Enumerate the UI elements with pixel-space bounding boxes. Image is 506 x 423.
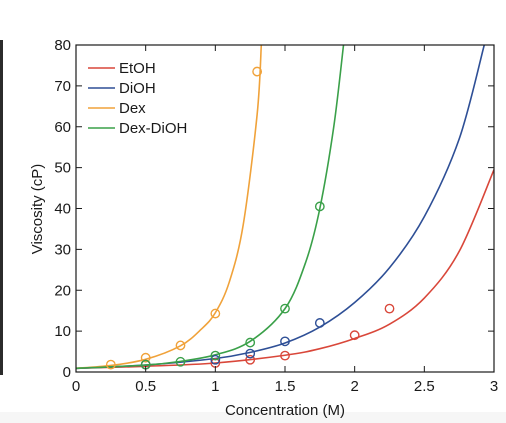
y-tick-label: 30 (54, 241, 71, 258)
data-point-dioh (245, 348, 256, 359)
legend-label-dex: Dex (119, 100, 146, 117)
data-point-dex (105, 359, 116, 370)
y-tick-label: 0 (63, 364, 71, 381)
y-tick-label: 50 (54, 160, 71, 177)
data-point-dex (210, 308, 221, 319)
y-axis-title: Viscosity (cP) (29, 164, 46, 255)
legend-label-etoh: EtOH (119, 60, 156, 77)
x-tick-label: 0 (72, 378, 80, 395)
data-point-etoh (280, 350, 290, 361)
data-point-dioh (280, 336, 290, 347)
x-tick-label: 2.5 (414, 378, 435, 395)
marker-layer (105, 66, 395, 370)
x-tick-label: 1.5 (275, 378, 296, 395)
data-point-dex-dioh (175, 356, 186, 367)
data-point-dex-dioh (280, 303, 290, 314)
data-point-dex (140, 352, 151, 363)
series-line-dex (76, 45, 263, 370)
x-tick-label: 2 (350, 378, 358, 395)
x-tick-label: 1 (211, 378, 219, 395)
data-point-dex-dioh (245, 337, 256, 348)
series-line-dex-dioh (76, 45, 345, 370)
data-point-etoh (245, 354, 256, 365)
data-point-dex-dioh (210, 350, 221, 361)
bottom-band (0, 412, 506, 423)
y-tick-label: 40 (54, 201, 71, 218)
data-point-dioh (210, 354, 221, 365)
y-tick-label: 10 (54, 323, 71, 340)
y-tick-label: 80 (54, 37, 71, 54)
legend: EtOH DiOH Dex Dex-DiOH (88, 60, 187, 137)
data-point-dioh (314, 318, 325, 328)
x-axis-title: Concentration (M) (225, 402, 345, 419)
data-point-etoh (384, 303, 395, 314)
data-point-etoh (349, 330, 360, 341)
legend-label-dioh: DiOH (119, 80, 156, 97)
data-point-dex-dioh (314, 201, 325, 212)
x-tick-label: 0.5 (135, 378, 156, 395)
legend-label-dex-dioh: Dex-DiOH (119, 120, 187, 137)
left-edge-rule (0, 40, 3, 375)
y-tick-label: 20 (54, 282, 71, 299)
data-point-dex (252, 66, 263, 77)
y-tick-label: 70 (54, 78, 71, 95)
series-line-etoh (76, 169, 494, 370)
y-tick-label: 60 (54, 119, 71, 136)
data-point-dex (175, 340, 186, 351)
x-tick-label: 3 (490, 378, 498, 395)
